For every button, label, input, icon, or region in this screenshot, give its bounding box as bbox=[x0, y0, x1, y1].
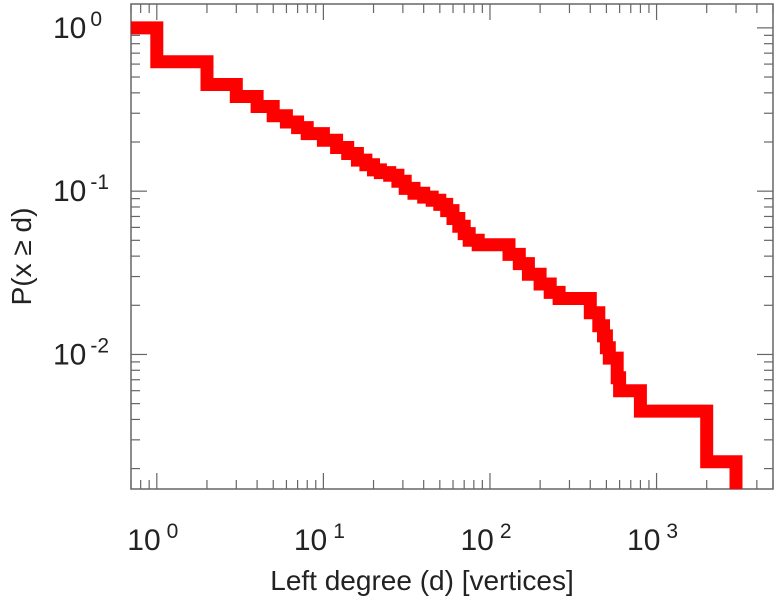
x-axis-title: Left degree (d) [vertices] bbox=[270, 565, 573, 596]
x-tick-base: 10 bbox=[294, 524, 327, 557]
y-tick-label: 10 -2 bbox=[53, 334, 109, 371]
y-tick-label: 10 -1 bbox=[53, 171, 109, 208]
series-step-line bbox=[131, 21, 743, 489]
x-tick-base: 10 bbox=[127, 524, 160, 557]
y-tick-exponent: -1 bbox=[90, 171, 109, 194]
y-tick-base: 10 bbox=[53, 12, 86, 45]
x-tick-label: 10 3 bbox=[627, 520, 678, 557]
x-tick-label: 10 2 bbox=[460, 520, 511, 557]
y-axis-title: P(x ≥ d) bbox=[6, 208, 37, 306]
plot-frame bbox=[130, 3, 774, 490]
y-tick-base: 10 bbox=[53, 175, 86, 208]
y-tick-exponent: -2 bbox=[90, 334, 109, 357]
x-tick-exponent: 3 bbox=[666, 520, 678, 543]
x-tick-exponent: 1 bbox=[333, 520, 345, 543]
y-tick-label: 10 0 bbox=[53, 8, 102, 45]
x-tick-base: 10 bbox=[460, 524, 493, 557]
y-tick-base: 10 bbox=[53, 338, 86, 371]
x-tick-exponent: 0 bbox=[167, 520, 179, 543]
x-tick-label: 10 1 bbox=[294, 520, 345, 557]
x-tick-exponent: 2 bbox=[500, 520, 512, 543]
series-layer bbox=[130, 21, 743, 490]
x-tick-base: 10 bbox=[627, 524, 660, 557]
x-tick-labels: 10 0 10 1 10 2 10 3 bbox=[127, 520, 678, 557]
x-tick-label: 10 0 bbox=[127, 520, 178, 557]
y-tick-exponent: 0 bbox=[90, 8, 102, 31]
